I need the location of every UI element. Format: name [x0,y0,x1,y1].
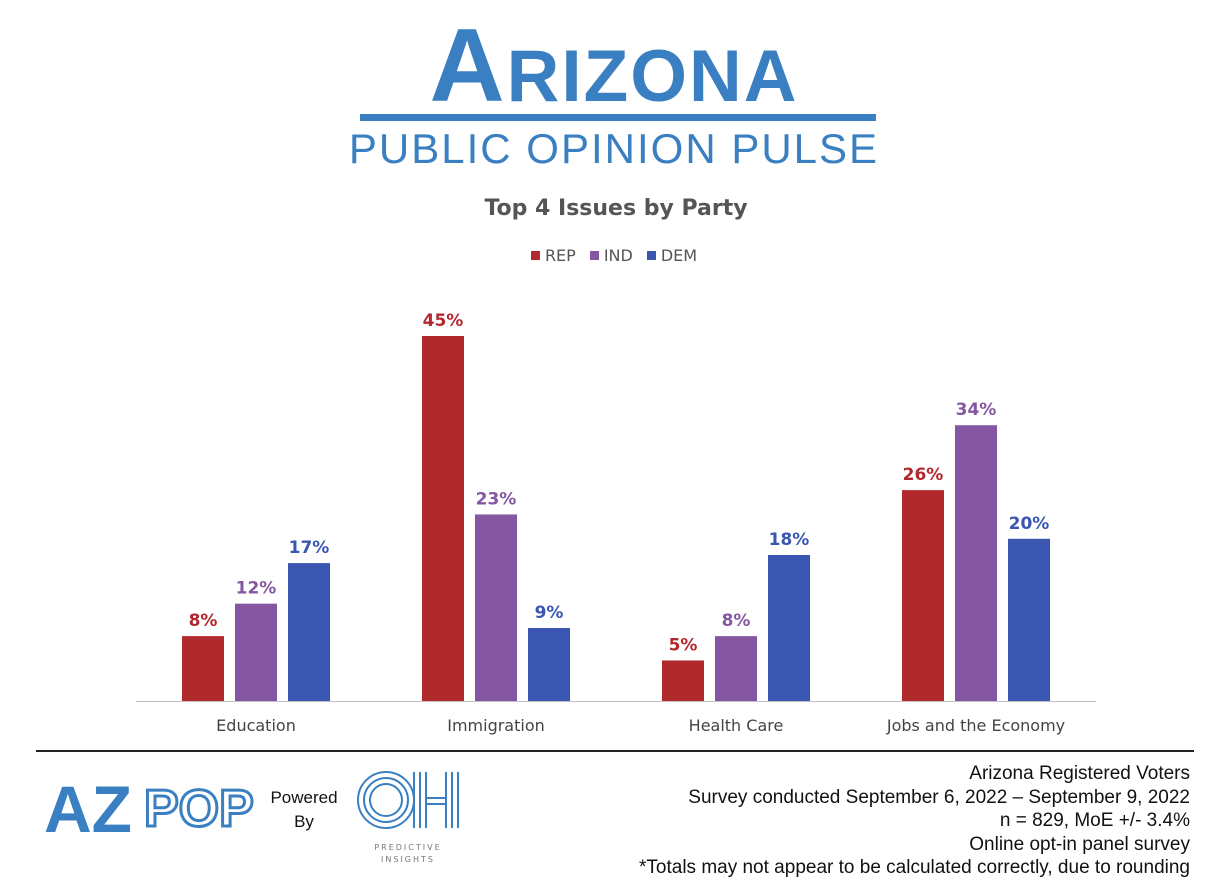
data-label-rep-2: 5% [669,635,698,655]
data-label-ind-0: 12% [236,579,277,599]
bar-dem-3 [1008,538,1050,701]
azpop-logo-pop: POP [144,780,254,838]
legend-swatch-ind [589,251,599,260]
bar-ind-2 [715,636,757,701]
bar-rep-0 [182,636,224,701]
category-label-0: Education [216,716,296,735]
footer-note-population: Arizona Registered Voters [969,763,1190,784]
brand-divider [360,114,876,121]
bar-ind-0 [235,603,277,701]
predictive-insights-logo: PREDICTIVE INSIGHTS [357,771,459,864]
legend-label-ind: IND [603,246,633,265]
footer-divider [36,750,1194,752]
data-label-dem-2: 18% [769,530,810,550]
category-label-1: Immigration [447,716,545,735]
data-label-ind-2: 8% [722,611,751,631]
data-label-ind-3: 34% [956,400,997,420]
footer-note-dates: Survey conducted September 6, 2022 – Sep… [688,786,1190,808]
footer-note-rounding: *Totals may not appear to be calculated … [639,857,1190,878]
data-label-dem-0: 17% [289,538,330,558]
azpop-logo: AZ POP [44,774,255,838]
legend-label-dem: DEM [660,246,698,265]
data-label-rep-1: 45% [423,311,464,331]
bar-ind-1 [475,514,517,701]
brand-subtitle: PUBLIC OPINION PULSE [348,125,880,172]
category-label-2: Health Care [689,716,784,735]
bar-ind-3 [955,425,997,701]
powered-by-text: Powered By [264,786,344,834]
data-label-rep-0: 8% [189,611,218,631]
data-label-rep-3: 26% [903,465,944,485]
data-label-dem-1: 9% [535,603,564,623]
legend-label-rep: REP [544,246,576,265]
bar-rep-2 [662,660,704,701]
footer-notes: Arizona Registered Voters Survey conduct… [639,762,1190,880]
bar-dem-1 [528,628,570,701]
legend-swatch-rep [530,251,540,260]
oh-logo-caption-2: INSIGHTS [381,855,435,864]
bar-dem-2 [768,555,810,701]
bar-rep-1 [422,336,464,701]
azpop-logo-az: AZ [44,774,132,838]
chart-title: Top 4 Issues by Party [484,196,748,221]
powered-by-line1: Powered [270,788,338,807]
data-label-ind-1: 23% [476,489,517,509]
oh-logo-caption-1: PREDICTIVE [374,843,441,852]
legend-swatch-dem [646,251,656,260]
footer-note-method: Online opt-in panel survey [969,833,1190,855]
footer-note-sample: n = 829, MoE +/- 3.4% [999,810,1190,831]
brand-title: Arizona [429,8,799,124]
bar-dem-0 [288,563,330,701]
data-label-dem-3: 20% [1009,514,1050,534]
category-label-3: Jobs and the Economy [886,716,1065,735]
legend-item-ind: IND [589,246,633,265]
legend-item-dem: DEM [646,246,698,265]
powered-by-line2: By [294,812,314,831]
chart-legend: REP IND DEM [0,246,1228,265]
legend-item-rep: REP [530,246,576,265]
bar-rep-3 [902,490,944,701]
